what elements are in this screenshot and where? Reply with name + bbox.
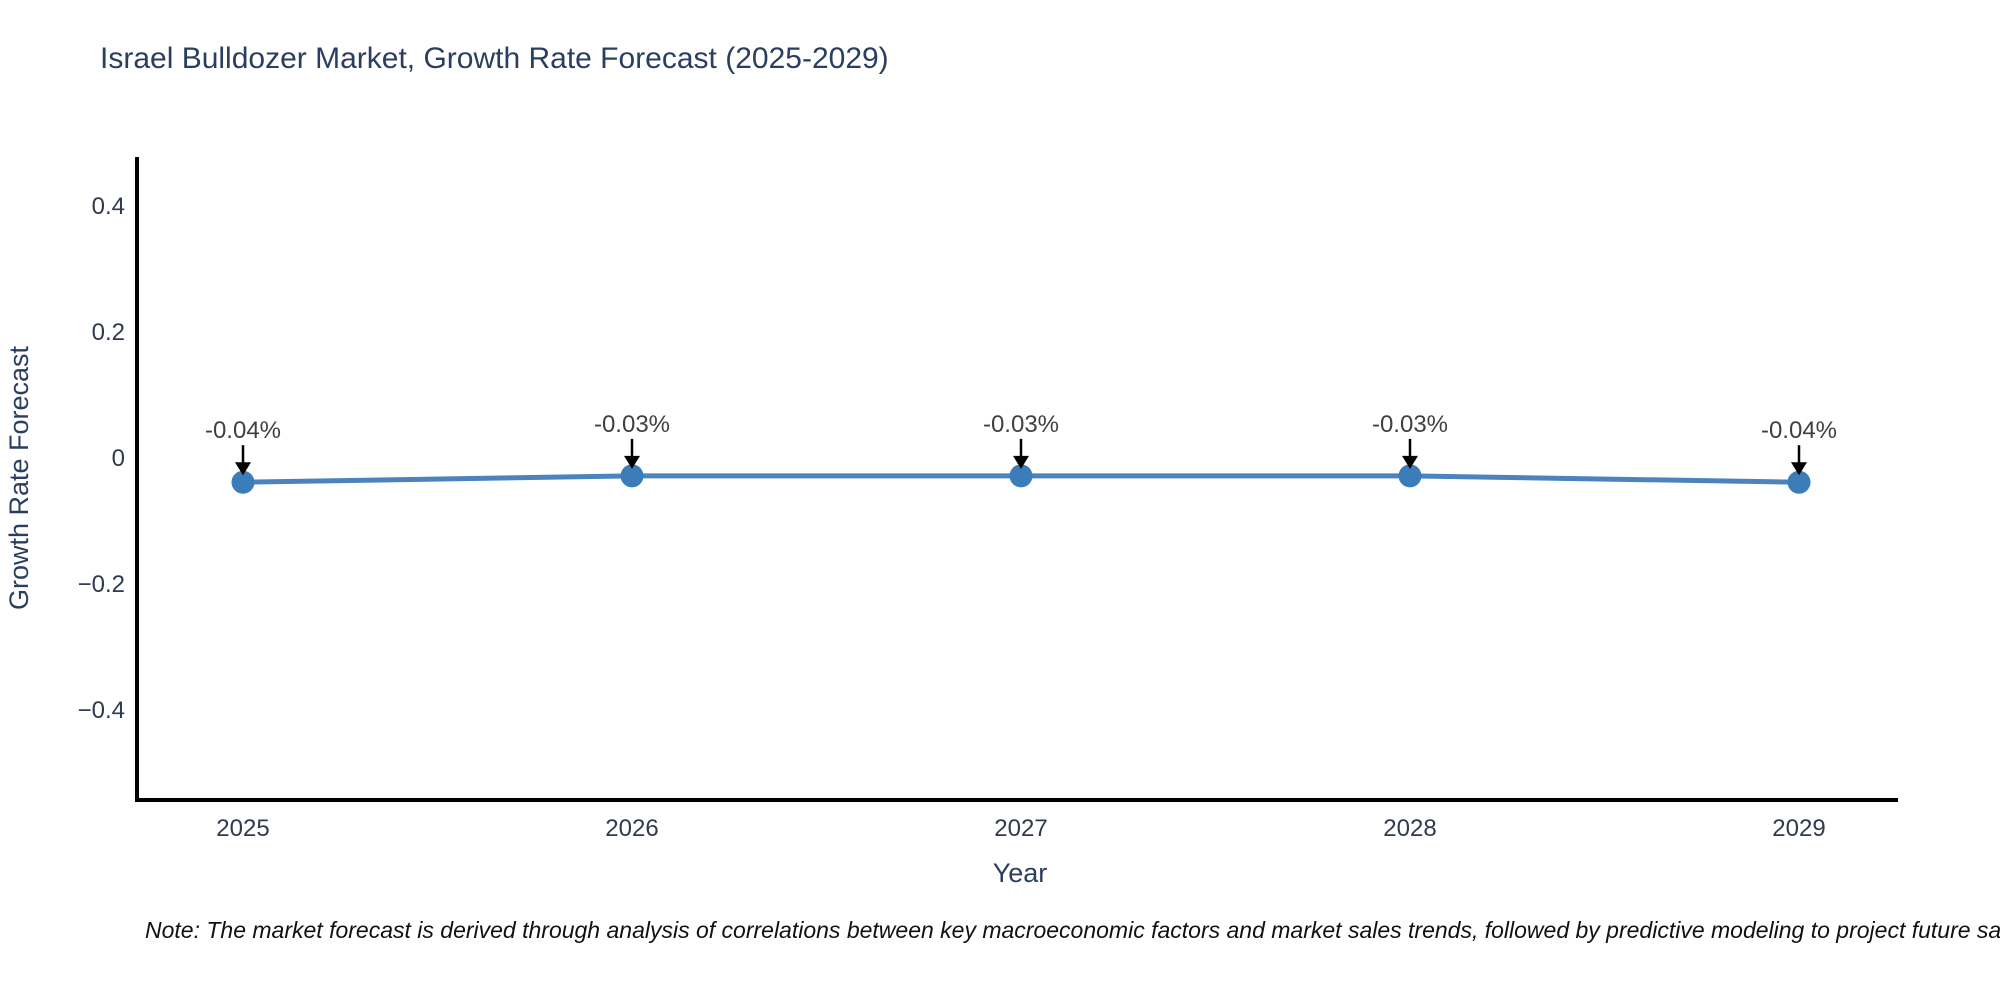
annotation-label: -0.04%: [1761, 417, 1837, 444]
y-tick-label: −0.4: [78, 697, 125, 724]
x-tick-label: 2025: [216, 815, 269, 842]
annotation-label: -0.03%: [594, 411, 670, 438]
annotation-arrowhead: [235, 462, 251, 476]
chart-title: Israel Bulldozer Market, Growth Rate For…: [100, 42, 889, 75]
annotation-arrowhead: [1791, 462, 1807, 476]
y-tick-label: −0.2: [78, 571, 125, 598]
point-annotations: -0.04% -0.03% -0.03% -0.03% -0.04%: [205, 411, 1837, 476]
x-tick-label: 2026: [605, 815, 658, 842]
y-tick-label: 0: [112, 445, 125, 472]
x-tick-label: 2027: [994, 815, 1047, 842]
x-axis-ticks: 2025 2026 2027 2028 2029: [216, 815, 1825, 842]
x-axis-title: Year: [993, 858, 1048, 888]
data-point-marker[interactable]: [620, 464, 644, 488]
footnote: Note: The market forecast is derived thr…: [145, 917, 2000, 943]
data-point-marker[interactable]: [1009, 464, 1033, 488]
data-point-marker[interactable]: [1398, 464, 1422, 488]
x-tick-label: 2028: [1383, 815, 1436, 842]
annotation-arrowhead: [624, 455, 640, 469]
annotation-label: -0.03%: [1372, 411, 1448, 438]
annotation-label: -0.03%: [983, 411, 1059, 438]
y-axis-ticks: 0.4 0.2 0 −0.2 −0.4: [78, 193, 125, 724]
y-tick-label: 0.4: [92, 193, 125, 220]
x-tick-label: 2029: [1772, 815, 1825, 842]
data-series: [231, 464, 1811, 494]
annotation-arrowhead: [1013, 455, 1029, 469]
annotation-label: -0.04%: [205, 417, 281, 444]
y-tick-label: 0.2: [92, 319, 125, 346]
data-point-marker[interactable]: [231, 470, 255, 494]
annotation-arrowhead: [1402, 455, 1418, 469]
data-point-marker[interactable]: [1787, 470, 1811, 494]
y-axis-title: Growth Rate Forecast: [4, 345, 34, 610]
